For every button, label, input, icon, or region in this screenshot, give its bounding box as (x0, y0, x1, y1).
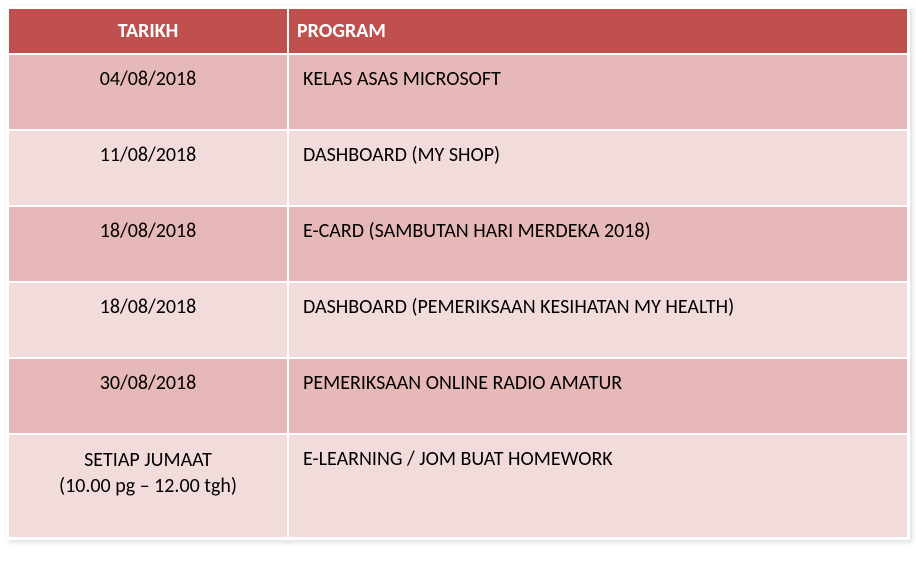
header-tarikh: TARIKH (8, 8, 288, 54)
table-row: 11/08/2018 DASHBOARD (MY SHOP) (8, 130, 908, 206)
schedule-table-container: TARIKH PROGRAM 04/08/2018 KELAS ASAS MIC… (6, 6, 910, 540)
header-program: PROGRAM (288, 8, 908, 54)
cell-date: 11/08/2018 (8, 130, 288, 206)
table-row: SETIAP JUMAAT(10.00 pg – 12.00 tgh) E-LE… (8, 434, 908, 538)
cell-program: E-CARD (SAMBUTAN HARI MERDEKA 2018) (288, 206, 908, 282)
table-row: 04/08/2018 KELAS ASAS MICROSOFT (8, 54, 908, 130)
cell-date: 30/08/2018 (8, 358, 288, 434)
cell-date: SETIAP JUMAAT(10.00 pg – 12.00 tgh) (8, 434, 288, 538)
cell-date: 04/08/2018 (8, 54, 288, 130)
schedule-table: TARIKH PROGRAM 04/08/2018 KELAS ASAS MIC… (7, 7, 909, 539)
cell-date: 18/08/2018 (8, 206, 288, 282)
cell-program: E-LEARNING / JOM BUAT HOMEWORK (288, 434, 908, 538)
cell-program: DASHBOARD (PEMERIKSAAN KESIHATAN MY HEAL… (288, 282, 908, 358)
cell-program: PEMERIKSAAN ONLINE RADIO AMATUR (288, 358, 908, 434)
cell-program: KELAS ASAS MICROSOFT (288, 54, 908, 130)
table-header-row: TARIKH PROGRAM (8, 8, 908, 54)
table-row: 18/08/2018 DASHBOARD (PEMERIKSAAN KESIHA… (8, 282, 908, 358)
cell-program: DASHBOARD (MY SHOP) (288, 130, 908, 206)
table-row: 30/08/2018 PEMERIKSAAN ONLINE RADIO AMAT… (8, 358, 908, 434)
table-body: 04/08/2018 KELAS ASAS MICROSOFT 11/08/20… (8, 54, 908, 538)
cell-date: 18/08/2018 (8, 282, 288, 358)
table-row: 18/08/2018 E-CARD (SAMBUTAN HARI MERDEKA… (8, 206, 908, 282)
